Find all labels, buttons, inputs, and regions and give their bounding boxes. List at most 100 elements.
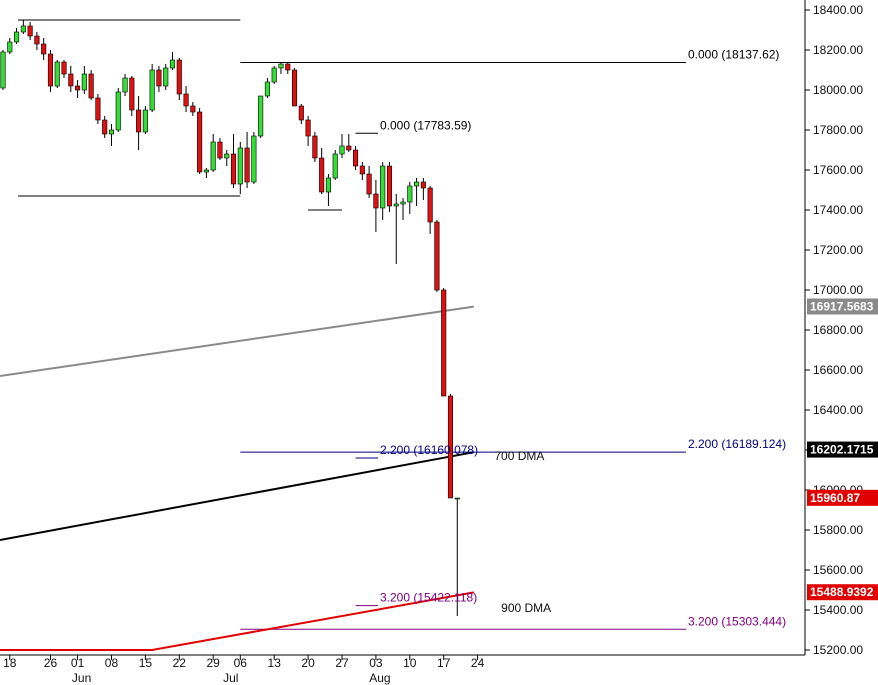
candle — [346, 134, 352, 152]
candle — [34, 32, 40, 50]
candle — [427, 186, 433, 234]
candle — [434, 220, 440, 292]
candle — [237, 142, 243, 194]
candle — [258, 95, 264, 138]
candle — [420, 178, 426, 200]
x-tick-label: 06 — [234, 656, 248, 670]
candle — [7, 38, 13, 54]
candle-body — [61, 61, 67, 75]
candle-body — [122, 77, 128, 93]
candle-body — [386, 165, 393, 207]
candle-body — [203, 169, 209, 173]
candle-body — [108, 129, 115, 135]
fib-label: 2.200 (16160.078) — [380, 443, 478, 457]
candle-body — [237, 147, 243, 185]
candle-body — [183, 93, 189, 107]
candle — [339, 134, 345, 158]
candle — [95, 94, 101, 124]
candle — [380, 162, 386, 220]
candle-body — [129, 77, 135, 111]
y-tick-label: 15200.00 — [813, 643, 863, 657]
y-tick-label: 15800.00 — [813, 523, 863, 537]
candle-body — [210, 141, 216, 171]
candle-body — [7, 41, 13, 53]
candle-body — [258, 95, 264, 137]
candle-body — [88, 73, 94, 99]
y-tick-label: 17000.00 — [813, 283, 863, 297]
candle-body — [278, 63, 284, 69]
fib-label: 0.000 (17783.59) — [380, 118, 471, 132]
x-tick-label: 08 — [105, 656, 119, 670]
candle-body — [271, 67, 277, 83]
candle — [230, 134, 237, 188]
candle — [68, 66, 74, 92]
candle-body — [75, 85, 81, 91]
candle — [359, 162, 365, 180]
candle-body — [325, 177, 331, 193]
candle-body — [454, 497, 460, 500]
y-tick-label: 16800.00 — [813, 323, 863, 337]
candle — [285, 62, 291, 74]
candle — [366, 166, 372, 198]
candle — [115, 88, 121, 132]
fib-label: 3.200 (15303.444) — [688, 614, 786, 628]
x-month-label: Jul — [223, 671, 238, 685]
candle-body — [20, 25, 26, 33]
candle-body — [332, 153, 338, 179]
price-label-box — [807, 584, 878, 601]
candle — [169, 52, 176, 70]
x-tick-label: 24 — [471, 656, 485, 670]
moving-average-line — [0, 451, 475, 541]
candle-body — [224, 153, 230, 159]
candle-body — [393, 203, 399, 207]
y-tick-label: 17200.00 — [813, 243, 863, 257]
candle — [224, 150, 230, 166]
candle-body — [163, 67, 169, 87]
candle-body — [230, 153, 237, 185]
x-tick-label: 17 — [437, 656, 451, 670]
candle-body — [54, 61, 60, 87]
price-label-box — [807, 489, 878, 506]
price-label: 15960.87 — [810, 491, 860, 505]
candle-body — [149, 69, 155, 111]
candle-body — [142, 109, 148, 133]
candle — [27, 22, 33, 40]
candle — [156, 66, 162, 92]
candle — [81, 66, 87, 94]
y-tick-label: 18000.00 — [813, 83, 863, 97]
candle — [54, 60, 60, 88]
candle — [251, 132, 257, 184]
candle-body — [434, 221, 440, 291]
candle-body — [156, 69, 162, 87]
candle — [264, 78, 270, 98]
candle — [190, 102, 196, 116]
candle — [386, 162, 393, 212]
candle — [291, 68, 298, 107]
candle — [203, 168, 209, 178]
candle-body — [420, 181, 426, 189]
candle — [217, 138, 223, 160]
candle-body — [27, 25, 33, 37]
candle — [61, 60, 67, 78]
candle-body — [366, 173, 372, 195]
candle — [332, 150, 338, 180]
labels-layer: 0.000 (18137.62) 0.000 (17783.59) 2.200 (1… — [380, 47, 786, 628]
candle — [163, 64, 169, 90]
candle — [454, 497, 460, 616]
bars-layer — [0, 20, 460, 616]
candle — [271, 66, 277, 84]
candle-body — [400, 201, 406, 205]
candle-body — [68, 73, 74, 87]
x-tick-label: 01 — [71, 656, 85, 670]
candle — [183, 86, 189, 112]
x-month-label: Aug — [369, 671, 390, 685]
candle-body — [319, 157, 325, 193]
candle-body — [47, 53, 54, 87]
candle-body — [346, 145, 352, 151]
y-tick-label: 15600.00 — [813, 563, 863, 577]
y-tick-label: 16400.00 — [813, 403, 863, 417]
candle — [136, 96, 142, 150]
candle — [149, 64, 155, 112]
